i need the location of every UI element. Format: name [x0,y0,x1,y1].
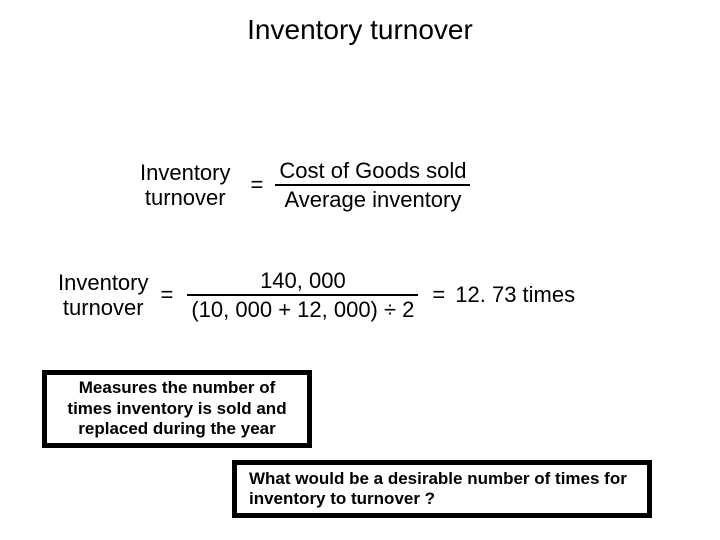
callout-text: Measures the number of times inventory i… [57,378,297,439]
formula1-lhs-line2: turnover [140,185,231,210]
formula2-denominator: (10, 000 + 12, 000) ÷ 2 [187,296,418,322]
formula2-lhs: Inventory turnover [58,270,149,321]
callout-box-measures: Measures the number of times inventory i… [42,370,312,448]
formula1-denominator: Average inventory [275,186,470,212]
formula2-result: 12. 73 times [455,282,575,308]
formula1-lhs-line1: Inventory [140,160,231,185]
equals-icon: = [161,282,174,308]
callout-text: What would be a desirable number of time… [249,469,637,510]
callout-box-question: What would be a desirable number of time… [232,460,652,518]
formula2-numerator: 140, 000 [187,268,418,296]
formula1-numerator: Cost of Goods sold [275,158,470,186]
formula-calculation: Inventory turnover = 140, 000 (10, 000 +… [58,268,575,323]
formula2-fraction: 140, 000 (10, 000 + 12, 000) ÷ 2 [187,268,418,323]
page-title: Inventory turnover [0,14,720,46]
formula2-lhs-line1: Inventory [58,270,149,295]
formula2-lhs-line2: turnover [58,295,149,320]
formula-definition: Inventory turnover = Cost of Goods sold … [140,158,470,213]
equals-icon: = [251,172,264,198]
formula1-fraction: Cost of Goods sold Average inventory [275,158,470,213]
formula1-lhs: Inventory turnover [140,160,231,211]
equals-icon: = [432,282,445,308]
